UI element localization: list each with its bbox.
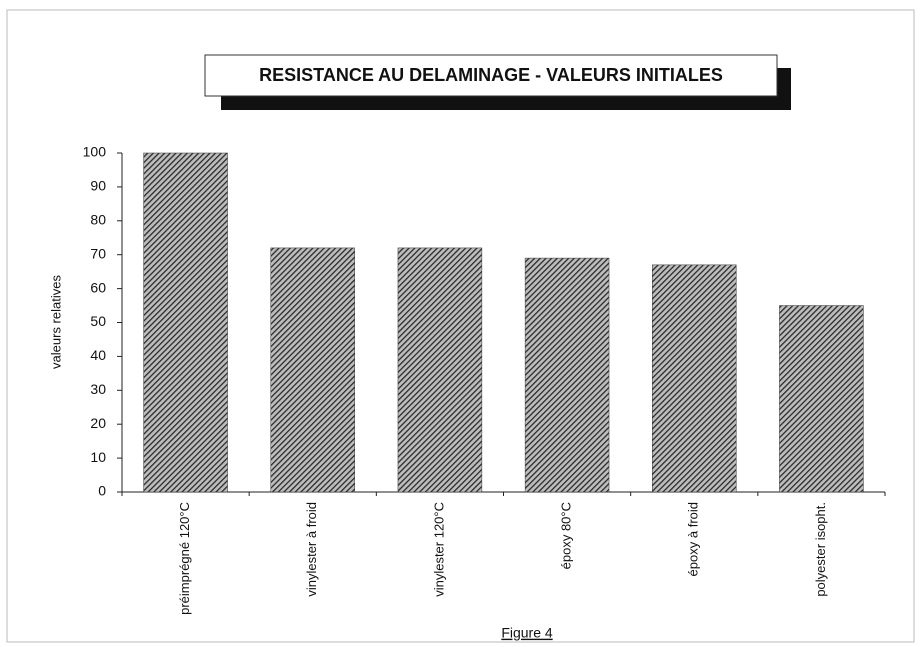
bar <box>779 305 864 493</box>
bar <box>270 247 355 493</box>
y-tick-label: 50 <box>90 313 106 329</box>
x-tick-label: polyester isopht. <box>813 502 828 597</box>
bar <box>524 257 610 493</box>
x-tick-label: vinylester à froid <box>304 502 319 597</box>
x-tick-label: époxy 80°C <box>559 502 574 569</box>
y-tick-label: 40 <box>90 347 106 363</box>
x-tick-label: vinylester 120°C <box>431 502 446 597</box>
bar <box>397 247 483 493</box>
bar <box>143 152 228 493</box>
y-tick-label: 10 <box>90 449 106 465</box>
y-tick-label: 30 <box>90 381 106 397</box>
x-tick-label: préimprégné 120°C <box>177 502 192 615</box>
bar <box>652 264 737 493</box>
caption: Figure 4 <box>501 625 553 641</box>
y-tick-label: 90 <box>90 178 106 194</box>
x-tick-label: époxy à froid <box>686 502 701 576</box>
y-axis-label: valeurs relatives <box>48 275 63 369</box>
chart-title: RESISTANCE AU DELAMINAGE - VALEURS INITI… <box>259 65 723 85</box>
y-tick-label: 20 <box>90 415 106 431</box>
y-tick-label: 80 <box>90 212 106 228</box>
y-tick-label: 0 <box>98 483 106 499</box>
y-tick-label: 60 <box>90 279 106 295</box>
y-tick-label: 100 <box>83 144 107 160</box>
page-border <box>6 9 915 643</box>
title-box <box>204 54 778 97</box>
y-tick-label: 70 <box>90 245 106 261</box>
